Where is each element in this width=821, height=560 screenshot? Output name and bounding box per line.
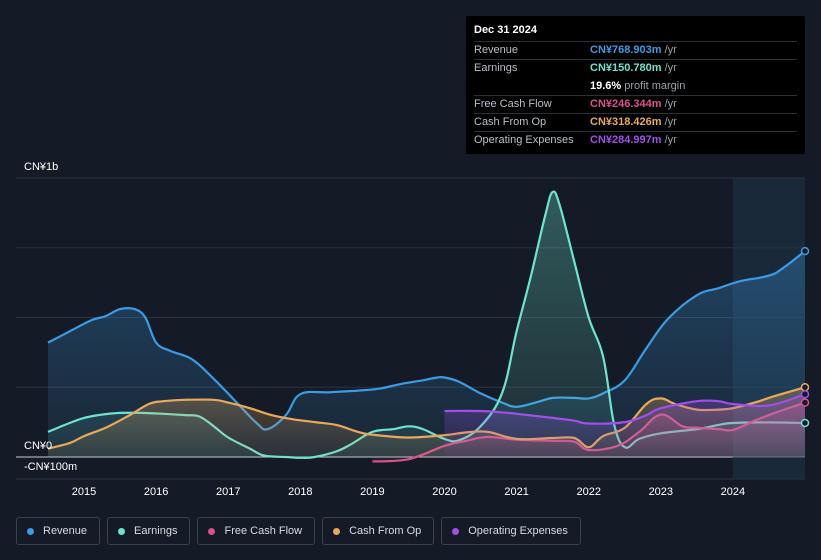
legend-label: Revenue xyxy=(43,525,88,537)
revenue-line xyxy=(47,250,806,431)
tooltip-value: CN¥246.344m xyxy=(590,97,662,110)
tooltip-unit: /yr xyxy=(664,134,677,147)
tooltip-row-free-cash-flow: Free Cash Flow CN¥246.344m /yr xyxy=(474,94,797,113)
x-tick-label: 2018 xyxy=(288,486,312,498)
legend: Revenue Earnings Free Cash Flow Cash Fro… xyxy=(16,517,581,545)
legend-dot-icon xyxy=(27,527,34,535)
x-tick-label: 2019 xyxy=(360,486,384,498)
legend-item-operating-expenses[interactable]: Operating Expenses xyxy=(441,517,581,545)
legend-label: Cash From Op xyxy=(349,525,422,537)
tooltip-row-cash-from-op: Cash From Op CN¥318.426m /yr xyxy=(474,113,797,131)
legend-item-free-cash-flow[interactable]: Free Cash Flow xyxy=(197,517,316,545)
legend-item-revenue[interactable]: Revenue xyxy=(16,517,101,545)
x-tick-label: 2021 xyxy=(504,486,528,498)
tooltip-value: CN¥284.997m xyxy=(590,134,662,147)
tooltip-label: Cash From Op xyxy=(474,116,547,129)
series-endpoints xyxy=(800,246,810,428)
tooltip-value: CN¥150.780m xyxy=(590,62,662,75)
tooltip-row-revenue: Revenue CN¥768.903m /yr xyxy=(474,41,797,59)
tooltip-unit: /yr xyxy=(664,62,677,75)
y-tick-label-top: CN¥1b xyxy=(24,161,58,173)
operating-expenses-endpoint xyxy=(800,389,810,399)
tooltip-label: Revenue xyxy=(474,44,519,56)
revenue-endpoint xyxy=(800,246,810,256)
x-tick-label: 2016 xyxy=(144,486,168,498)
y-tick-label-bottom: -CN¥100m xyxy=(24,461,77,473)
tooltip-row-earnings: Earnings CN¥150.780m /yr xyxy=(474,59,797,77)
x-axis-tick-labels: 2015 2016 2017 2018 2019 2020 2021 2022 2023 2024 xyxy=(72,486,745,498)
tooltip-label: Earnings xyxy=(474,62,518,75)
legend-label: Operating Expenses xyxy=(468,525,568,537)
x-tick-label: 2023 xyxy=(649,486,673,498)
legend-label: Free Cash Flow xyxy=(224,525,303,537)
legend-dot-icon xyxy=(118,527,126,535)
legend-dot-icon xyxy=(208,527,216,535)
tooltip-unit: /yr xyxy=(664,116,677,129)
legend-label: Earnings xyxy=(134,525,178,537)
x-tick-label: 2024 xyxy=(721,486,745,498)
x-tick-label: 2017 xyxy=(216,486,240,498)
tooltip-label: Free Cash Flow xyxy=(474,97,552,110)
tooltip-label xyxy=(474,78,590,95)
legend-item-earnings[interactable]: Earnings xyxy=(107,517,191,545)
operating-expenses-area xyxy=(444,394,805,457)
x-tick-label: 2022 xyxy=(576,486,600,498)
tooltip-unit: /yr xyxy=(664,44,677,56)
tooltip-panel: Dec 31 2024 Revenue CN¥768.903m /yr Earn… xyxy=(466,16,805,154)
x-tick-label: 2015 xyxy=(72,486,96,498)
y-tick-label-zero: CN¥0 xyxy=(24,440,52,452)
tooltip-value: CN¥768.903m xyxy=(590,44,662,56)
tooltip-label: Operating Expenses xyxy=(474,134,574,147)
tooltip-row-operating-expenses: Operating Expenses CN¥284.997m /yr xyxy=(474,131,797,149)
operating-expenses-line xyxy=(444,393,806,425)
tooltip-unit: profit margin xyxy=(624,79,686,92)
legend-dot-icon xyxy=(452,527,460,535)
tooltip-unit: /yr xyxy=(664,97,677,110)
cash-from-op-endpoint xyxy=(800,383,810,392)
legend-item-cash-from-op[interactable]: Cash From Op xyxy=(322,517,435,545)
tooltip-date: Dec 31 2024 xyxy=(474,24,537,36)
series-layer xyxy=(47,190,806,463)
tooltip-row-profit-margin: 19.6% profit margin xyxy=(474,78,797,95)
tooltip-value: CN¥318.426m xyxy=(590,116,662,129)
legend-dot-icon xyxy=(333,527,341,535)
x-tick-label: 2020 xyxy=(432,486,456,498)
free-cash-flow-endpoint xyxy=(800,398,810,407)
tooltip-value: 19.6% xyxy=(590,79,622,92)
earnings-endpoint xyxy=(800,418,810,428)
